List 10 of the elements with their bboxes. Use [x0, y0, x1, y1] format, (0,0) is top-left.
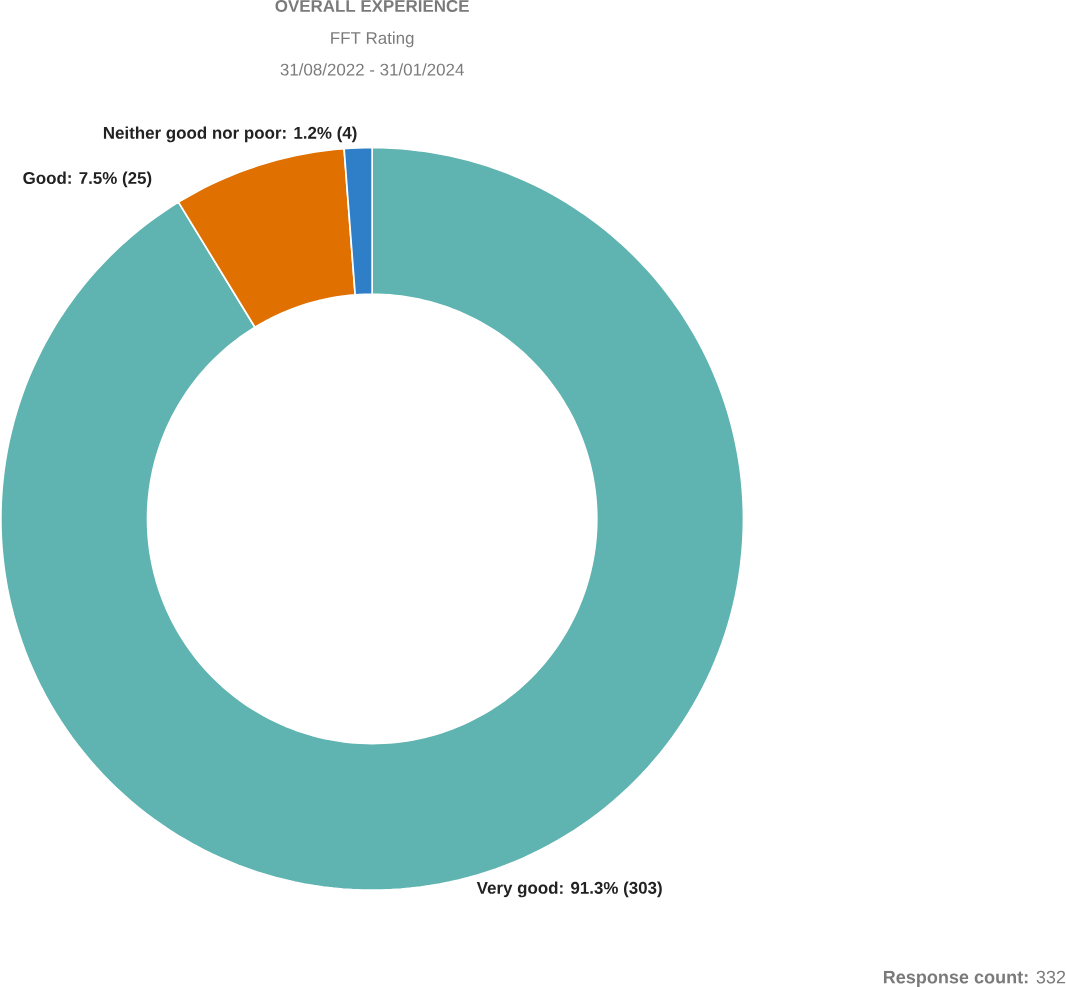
text: Response count: 332 [883, 970, 1066, 987]
slice-label: Good [23, 171, 66, 184]
slice-label: Neither good nor poor [103, 126, 282, 143]
chart-title: OVERALL EXPERIENCE [275, 0, 469, 12]
slice-label: Very good [476, 881, 558, 898]
data-label: : 91.3% (303) [560, 881, 662, 898]
text: 31/08/2022 - 31/01/2024 [280, 63, 464, 76]
data-label: : 7.5% (25) [68, 171, 152, 188]
data-label: : 1.2% (4) [283, 126, 357, 143]
chart-subtitle: FFT Rating [331, 31, 414, 48]
